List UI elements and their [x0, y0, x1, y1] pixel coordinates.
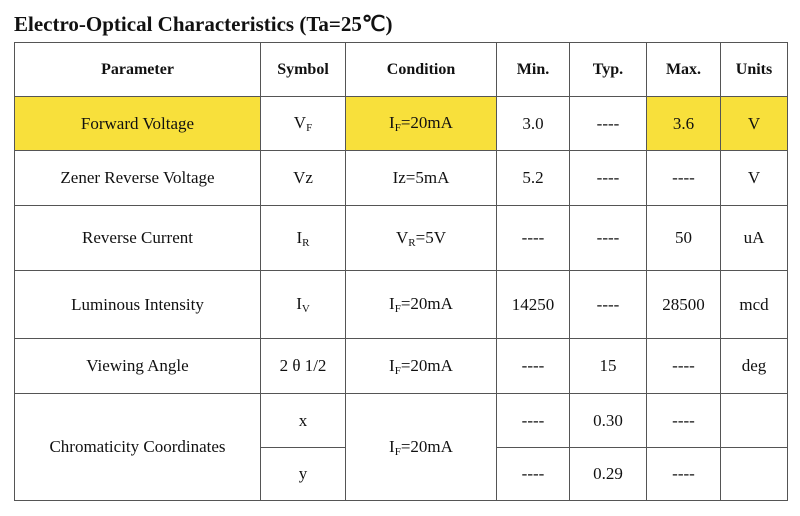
table-row: Viewing Angle 2 θ 1/2 IF=20mA ---- 15 ---- deg	[14, 338, 788, 394]
table-row: y ---- 0.29 ----	[15, 447, 788, 501]
subscript: F	[394, 364, 401, 377]
cell-text: I	[389, 113, 395, 132]
header-cell: Typ.	[569, 42, 647, 97]
table-cell: 2 θ 1/2	[260, 338, 346, 394]
cell-text: =20mA	[400, 355, 453, 375]
table-cell: IF=20mA	[345, 338, 497, 394]
table-cell: V	[720, 150, 788, 206]
header-cell: Units	[720, 42, 788, 97]
subscript: F	[306, 122, 313, 134]
title: Electro-Optical Characteristics (Ta=25℃)	[14, 12, 393, 36]
cell-text: =20mA	[400, 294, 453, 313]
table-cell: 0.30	[569, 393, 647, 448]
header-cell: Condition	[345, 42, 497, 97]
table-cell: 5.2	[496, 150, 570, 206]
cell-text: I	[389, 436, 395, 456]
header-cell: Symbol	[260, 42, 346, 97]
table-cell: ----	[569, 270, 647, 339]
table-cell: Iz=5mA	[345, 150, 497, 206]
table-cell: uA	[720, 205, 788, 271]
table-cell: VF	[260, 96, 346, 151]
subscript: F	[394, 445, 401, 458]
table-cell: Luminous Intensity	[14, 270, 261, 339]
cell-text: I	[296, 294, 302, 313]
subscript: R	[302, 236, 310, 249]
table-cell: Chromaticity Coordinates	[14, 393, 261, 501]
table-cell: ----	[496, 393, 570, 448]
table-cell: ----	[646, 447, 721, 501]
table-row: Zener Reverse Voltage Vz Iz=5mA 5.2 ---- ----…	[14, 150, 788, 206]
table-cell: Reverse Current	[14, 205, 261, 271]
table-row: Luminous Intensity IV IF=20mA 14250 ---- 2850…	[14, 270, 788, 339]
table-cell: x	[260, 393, 346, 448]
table-cell: 3.0	[496, 96, 570, 151]
table-cell: 14250	[496, 270, 570, 339]
table-cell: V	[720, 96, 788, 151]
cell-text: =20mA	[400, 436, 453, 456]
table-cell: 0.29	[569, 447, 647, 501]
table-cell: IF=20mA	[345, 270, 497, 339]
cell-text: V	[293, 113, 307, 132]
table-cell: IR	[260, 205, 346, 271]
table-cell: Zener Reverse Voltage	[14, 150, 261, 206]
table-cell: deg	[720, 338, 788, 394]
table-cell: ----	[646, 338, 721, 394]
table-cell: 15	[569, 338, 647, 394]
table-cell: ----	[496, 338, 570, 394]
table-cell: 3.6	[646, 96, 721, 151]
table-cell: ----	[569, 205, 647, 271]
table-cell: y	[260, 447, 346, 501]
subscript: V	[301, 303, 310, 315]
cell-text: I	[389, 294, 395, 313]
table-row: Reverse Current IR VR=5V ---- ---- 50 uA	[14, 205, 788, 271]
cell-text: V	[396, 227, 409, 247]
table-cell: ----	[569, 150, 647, 206]
table-cell: VR=5V	[345, 205, 497, 271]
table-cell: ----	[496, 447, 570, 501]
table-cell: Vz	[260, 150, 346, 206]
header-cell: Min.	[496, 42, 570, 97]
cell-text: I	[389, 355, 395, 375]
table-cell: IF=20mA	[345, 393, 497, 501]
cell-text: =5V	[415, 227, 446, 247]
table-row: Forward Voltage VF IF=20mA 3.0 ---- 3.6 V	[14, 96, 788, 151]
cell-text: I	[296, 227, 303, 247]
table-cell: Viewing Angle	[14, 338, 261, 394]
header-row: Parameter Symbol Condition Min. Typ. Max. Unit…	[14, 42, 788, 97]
spec-table: Parameter Symbol Condition Min. Typ. Max. Unit…	[14, 42, 788, 501]
table-cell	[720, 447, 788, 501]
table-cell: ----	[569, 96, 647, 151]
table-cell: ----	[496, 205, 570, 271]
cell-text: =20mA	[400, 113, 453, 132]
subscript: F	[394, 122, 401, 134]
table-cell: ----	[646, 393, 721, 448]
header-cell: Max.	[646, 42, 721, 97]
header-cell: Parameter	[14, 42, 261, 97]
table-row: Chromaticity Coordinates x IF=20mA ---- 0.30…	[14, 393, 788, 501]
table-cell: IV	[260, 270, 346, 339]
table-cell: 28500	[646, 270, 721, 339]
table-cell: Forward Voltage	[14, 96, 261, 151]
table-cell: ----	[646, 150, 721, 206]
subscript: R	[408, 236, 416, 249]
table-cell: 50	[646, 205, 721, 271]
table-cell	[720, 393, 788, 448]
subscript: F	[394, 303, 401, 315]
table-cell: IF=20mA	[345, 96, 497, 151]
table-cell: mcd	[720, 270, 788, 339]
